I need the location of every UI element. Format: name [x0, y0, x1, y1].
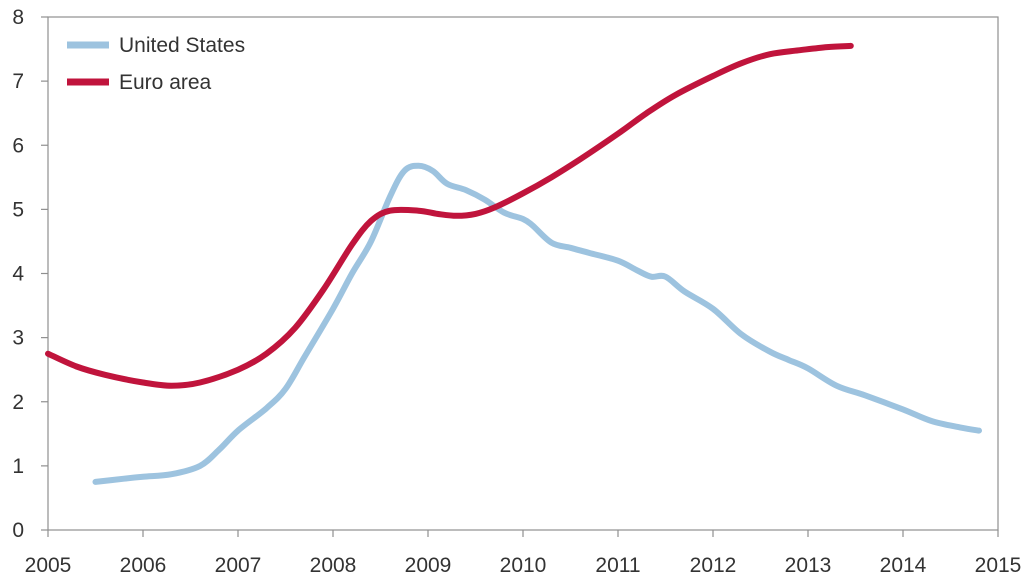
- series-lines: [45, 42, 982, 485]
- x-tick-label: 2013: [785, 554, 832, 577]
- x-tick-label: 2009: [405, 554, 452, 577]
- y-tick-label: 7: [12, 70, 24, 93]
- legend: United States Euro area: [67, 34, 245, 94]
- y-tick-label: 4: [12, 263, 24, 286]
- axis-ticks: [41, 16, 999, 537]
- x-axis-tick-labels: 2005 2006 2007 2008 2009 2010 2011 2012 2013 2014…: [25, 554, 1022, 577]
- x-tick-label: 2005: [25, 554, 72, 577]
- x-tick-label: 2007: [215, 554, 262, 577]
- legend-label-united-states: United States: [119, 34, 245, 57]
- y-tick-label: 6: [12, 134, 24, 157]
- y-tick-label: 0: [12, 519, 24, 542]
- series-line-united-states: [92, 162, 982, 485]
- y-tick-label: 2: [12, 391, 24, 414]
- legend-label-euro-area: Euro area: [119, 71, 212, 94]
- x-tick-label: 2015: [975, 554, 1022, 577]
- x-tick-label: 2014: [880, 554, 927, 577]
- y-tick-label: 1: [12, 455, 24, 478]
- x-tick-label: 2011: [595, 554, 640, 577]
- x-tick-label: 2008: [310, 554, 357, 577]
- y-tick-label: 8: [12, 6, 24, 29]
- x-tick-label: 2006: [120, 554, 167, 577]
- y-tick-label: 3: [12, 327, 24, 350]
- y-tick-label: 5: [12, 198, 24, 221]
- series-line-euro-area: [45, 42, 854, 389]
- y-axis-tick-labels: 0 1 2 3 4 5 6 7 8: [12, 6, 24, 542]
- x-tick-label: 2012: [690, 554, 737, 577]
- x-tick-label: 2010: [500, 554, 547, 577]
